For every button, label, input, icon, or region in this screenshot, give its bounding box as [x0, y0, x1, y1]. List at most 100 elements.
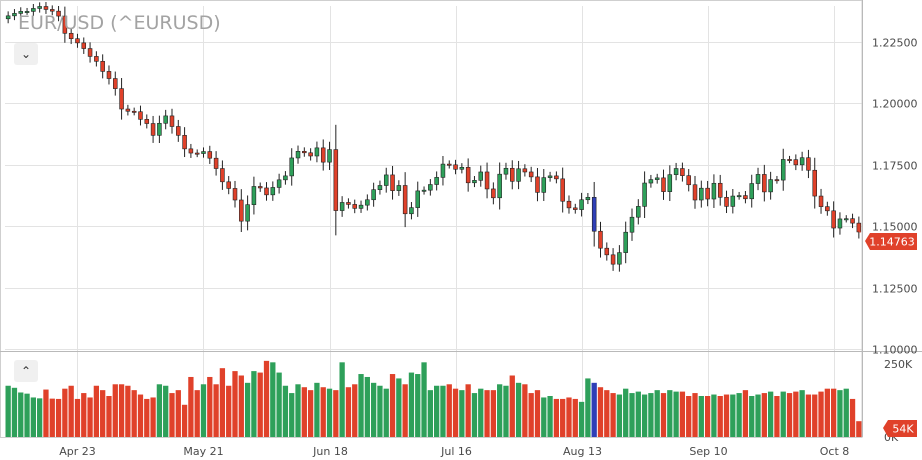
- volume-bar: [452, 388, 459, 437]
- volume-bar: [484, 390, 490, 437]
- candle-body: [144, 119, 150, 124]
- candle-body: [440, 163, 446, 178]
- volume-bar: [698, 396, 704, 437]
- volume-bar: [131, 390, 137, 437]
- volume-bar: [761, 393, 767, 437]
- candle-body: [220, 168, 225, 183]
- candle-body: [157, 122, 162, 136]
- volume-bar: [793, 391, 799, 437]
- volume-bar: [282, 385, 289, 437]
- last-volume-label: 54K: [892, 423, 914, 436]
- candle-body: [566, 200, 572, 209]
- price-tick-label: 1.10000: [872, 344, 918, 357]
- volume-bar: [434, 385, 440, 437]
- candle-body: [125, 108, 131, 112]
- volume-bar: [377, 385, 383, 437]
- volume-bar: [509, 375, 515, 437]
- candle-body: [736, 195, 742, 198]
- volume-bar: [301, 387, 307, 437]
- volume-bar: [560, 398, 566, 437]
- candle-body: [491, 188, 496, 199]
- last-price-tag: [865, 233, 917, 250]
- expand-volume-button[interactable]: ⌃: [14, 360, 38, 382]
- candle-body: [459, 166, 465, 170]
- volume-bar: [711, 394, 717, 437]
- candle-body: [510, 167, 515, 182]
- candle-body: [383, 174, 389, 186]
- volume-bar: [503, 385, 509, 437]
- volume-bar: [572, 398, 578, 437]
- candle-body: [50, 9, 55, 12]
- candle-body: [239, 199, 244, 222]
- plot-frame: [0, 0, 863, 438]
- candle-body: [18, 11, 24, 14]
- candle-body: [87, 48, 93, 57]
- volume-bar: [100, 390, 106, 437]
- volume-bar: [686, 396, 692, 437]
- candle-body: [711, 182, 717, 200]
- candle-body: [264, 187, 269, 196]
- volume-bar: [415, 374, 421, 437]
- price-tick-label: 1.22500: [872, 37, 918, 50]
- volume-bar: [478, 388, 484, 437]
- candle-body: [434, 177, 439, 185]
- volume-bar: [169, 393, 175, 437]
- volume-bar: [333, 390, 339, 437]
- candle-body: [825, 206, 830, 212]
- volume-bar: [125, 385, 131, 437]
- volume-bar: [320, 387, 326, 437]
- volume-bar: [528, 393, 534, 437]
- volume-bar: [87, 397, 93, 437]
- volume-bar: [585, 378, 591, 437]
- candle-body: [661, 177, 666, 192]
- candle-body: [396, 185, 402, 191]
- volume-bar: [566, 397, 572, 437]
- candle-body: [163, 115, 168, 124]
- volume-bar: [43, 389, 49, 437]
- candle-body: [585, 196, 591, 201]
- candle-body: [68, 32, 74, 40]
- candle-body: [680, 168, 685, 176]
- candle-body: [667, 174, 673, 192]
- date-tick-label: May 21: [183, 445, 223, 458]
- volume-bar: [408, 372, 415, 437]
- volume-bar: [207, 376, 213, 437]
- candle-body: [465, 166, 471, 184]
- volume-bar: [118, 384, 125, 437]
- collapse-price-button[interactable]: ⌄: [14, 43, 38, 65]
- volume-bar: [263, 360, 270, 437]
- price-tick-label: 1.20000: [872, 98, 918, 111]
- volume-bar: [774, 396, 780, 437]
- candle-body: [843, 218, 849, 221]
- volume-bar: [389, 374, 396, 437]
- volume-bar: [74, 398, 81, 437]
- candle-body: [818, 195, 824, 207]
- date-tick-label: Oct 8: [820, 445, 850, 458]
- volume-bar: [112, 384, 118, 437]
- volume-bar: [137, 394, 144, 437]
- candle-body: [762, 174, 767, 193]
- candle-body: [62, 15, 68, 34]
- volume-bar: [396, 378, 402, 437]
- volume-bar: [749, 396, 755, 437]
- candle-body: [654, 177, 660, 180]
- volume-bar: [704, 396, 711, 437]
- volume-bar: [673, 391, 679, 437]
- volume-bar: [440, 385, 446, 437]
- volume-bar: [812, 394, 818, 437]
- candle-body: [579, 199, 584, 210]
- volume-bar: [742, 390, 749, 437]
- candle-body: [591, 196, 597, 232]
- volume-bar: [648, 393, 654, 437]
- volume-bar: [11, 387, 18, 437]
- volume-bar: [623, 388, 629, 437]
- price-tick-label: 1.17500: [872, 160, 918, 173]
- chart-title: EUR/USD (^EURUSD): [18, 12, 221, 34]
- candle-body: [5, 15, 11, 20]
- volume-bar: [93, 385, 100, 437]
- candle-body: [472, 180, 477, 184]
- candle-body: [371, 189, 376, 201]
- candle-body: [648, 179, 654, 184]
- date-tick-label: Sep 10: [689, 445, 727, 458]
